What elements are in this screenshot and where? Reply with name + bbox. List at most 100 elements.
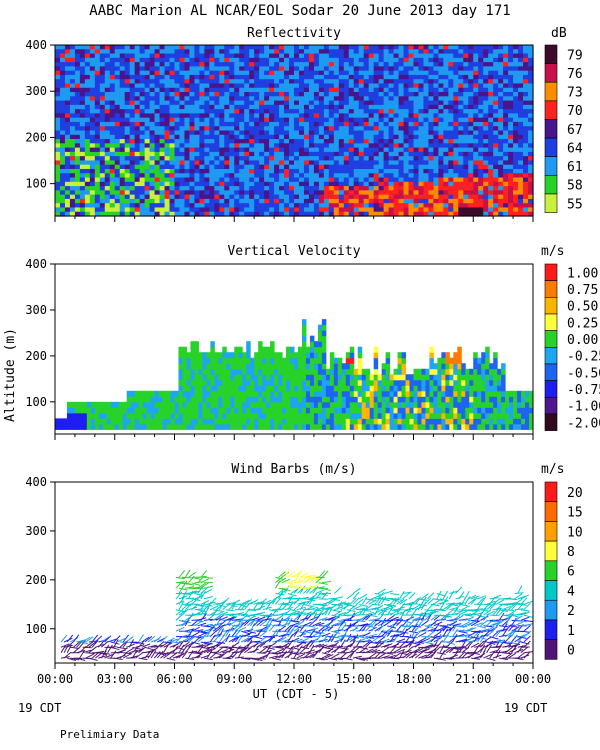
reflectivity-cell [428,151,435,157]
reflectivity-cell [224,173,230,179]
reflectivity-cell [483,126,489,132]
velocity-cell [266,401,271,408]
reflectivity-cell [298,151,305,157]
reflectivity-cell [84,194,91,200]
reflectivity-cell [284,134,290,140]
reflectivity-cell [189,173,196,179]
reflectivity-cell [383,168,390,174]
reflectivity-cell [493,203,499,209]
reflectivity-cell [458,66,464,72]
reflectivity-cell [169,143,176,149]
reflectivity-cell [244,190,250,196]
reflectivity-cell [129,130,136,136]
reflectivity-cell [423,66,430,72]
reflectivity-cell [463,168,469,174]
reflectivity-cell [244,207,250,213]
reflectivity-cell [443,79,449,85]
velocity-cell [150,418,156,425]
reflectivity-cell [169,164,176,170]
velocity-cell [417,396,422,403]
reflectivity-cell [229,151,235,157]
reflectivity-cell [323,83,330,89]
velocity-cell [361,423,367,430]
velocity-cell [286,363,291,370]
reflectivity-cell [358,113,365,119]
reflectivity-cell [249,156,255,162]
velocity-cell [214,418,219,425]
colorbar-swatch [544,156,558,176]
reflectivity-cell [348,207,355,213]
reflectivity-cell [274,62,280,67]
reflectivity-cell [353,121,360,127]
reflectivity-cell [94,117,101,123]
velocity-cell [353,418,359,425]
reflectivity-cell [338,181,345,187]
reflectivity-cell [328,186,335,191]
reflectivity-cell [398,62,405,67]
reflectivity-cell [114,96,121,102]
reflectivity-cell [503,198,509,204]
reflectivity-cell [508,126,514,132]
reflectivity-cell [249,147,255,153]
reflectivity-cell [493,143,499,149]
reflectivity-cell [209,92,215,97]
reflectivity-cell [139,134,146,140]
reflectivity-cell [463,147,469,153]
reflectivity-cell [89,186,96,191]
velocity-cell [405,379,411,386]
reflectivity-cell [303,194,310,200]
reflectivity-cell [528,156,534,162]
reflectivity-cell [134,203,141,209]
velocity-cell [401,379,407,386]
y-tick-label: 400 [25,38,47,52]
velocity-cell [146,418,152,425]
reflectivity-cell [303,177,310,183]
reflectivity-cell [194,96,200,102]
reflectivity-cell [333,203,340,209]
reflectivity-cell [368,113,375,119]
reflectivity-cell [398,49,405,55]
reflectivity-cell [164,190,171,196]
reflectivity-cell [403,104,410,110]
reflectivity-cell [59,74,66,80]
velocity-cell [329,357,335,364]
reflectivity-cell [259,156,265,162]
reflectivity-cell [453,100,459,106]
reflectivity-cell [308,203,315,209]
reflectivity-cell [64,164,71,170]
velocity-cell [234,352,239,359]
reflectivity-cell [363,190,370,196]
reflectivity-cell [423,53,430,59]
reflectivity-cell [94,207,101,213]
velocity-cell [226,363,231,370]
reflectivity-cell [64,181,71,187]
velocity-cell [290,423,295,430]
reflectivity-cell [199,177,205,183]
reflectivity-cell [254,203,260,209]
reflectivity-cell [94,177,101,183]
reflectivity-cell [338,92,345,97]
reflectivity-cell [154,211,161,217]
velocity-cell [373,346,379,353]
reflectivity-cell [229,104,235,110]
reflectivity-cell [388,139,395,144]
reflectivity-cell [458,79,464,85]
reflectivity-cell [124,96,131,102]
reflectivity-cell [124,92,131,97]
reflectivity-cell [104,92,111,97]
velocity-cell [381,368,387,375]
reflectivity-cell [298,177,305,183]
velocity-cell [142,418,148,425]
reflectivity-cell [244,143,250,149]
reflectivity-cell [443,92,449,97]
velocity-cell [186,407,191,414]
velocity-cell [433,363,438,370]
reflectivity-cell [403,113,410,119]
velocity-cell [214,374,219,381]
reflectivity-cell [209,203,215,209]
reflectivity-cell [338,173,345,179]
reflectivity-cell [508,87,514,93]
reflectivity-cell [343,173,350,179]
velocity-cell [353,401,359,408]
reflectivity-cell [254,96,260,102]
